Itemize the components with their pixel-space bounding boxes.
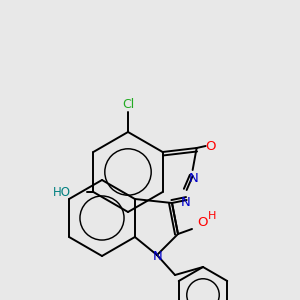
Text: N: N [153,250,163,263]
Text: N: N [189,172,199,185]
Text: Cl: Cl [122,98,134,110]
Text: N: N [181,196,190,209]
Text: HO: HO [53,185,71,199]
Text: H: H [208,211,216,221]
Text: O: O [206,140,216,152]
Text: O: O [197,215,207,229]
